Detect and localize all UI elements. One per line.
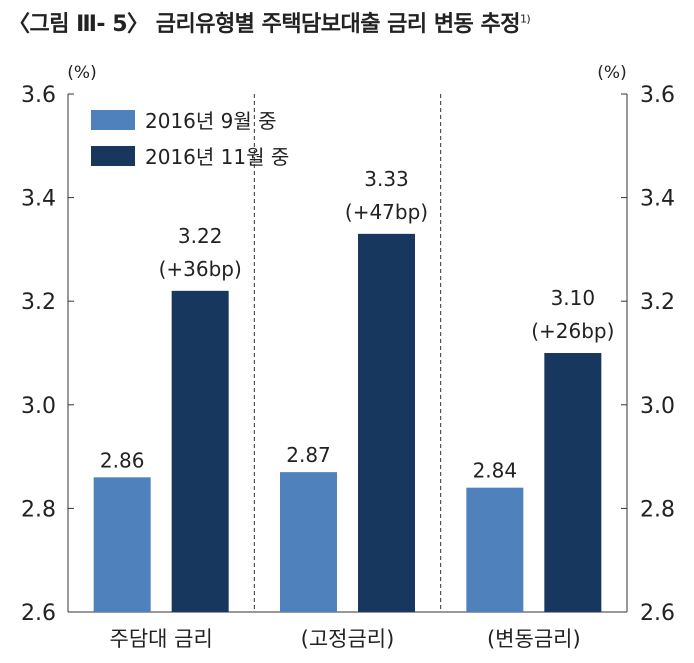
bar bbox=[358, 233, 415, 613]
y-tick-label-left: 3.0 bbox=[21, 394, 56, 419]
y-unit-right: (%) bbox=[597, 63, 626, 83]
bar bbox=[466, 487, 524, 612]
data-sublabel: (+26bp) bbox=[531, 319, 614, 343]
x-tick-label: (변동금리) bbox=[487, 627, 581, 651]
data-label: 3.22 bbox=[178, 224, 223, 248]
data-sublabel: (+47bp) bbox=[345, 200, 428, 224]
legend-label: 2016년 11월 중 bbox=[145, 145, 289, 169]
y-tick-label-left: 3.6 bbox=[21, 83, 56, 108]
y-tick-label-left: 2.6 bbox=[21, 601, 56, 626]
legend-label: 2016년 9월 중 bbox=[145, 109, 277, 133]
figure-number: 〈그림 Ⅲ- 5〉 bbox=[8, 12, 149, 37]
x-tick-label: (고정금리) bbox=[301, 627, 395, 651]
y-tick-label-right: 3.2 bbox=[640, 290, 675, 315]
y-tick-label-right: 3.4 bbox=[640, 187, 675, 212]
data-label: 3.33 bbox=[364, 167, 409, 191]
bar bbox=[93, 477, 151, 612]
y-tick-label-left: 3.4 bbox=[21, 187, 56, 212]
y-tick-label-right: 3.0 bbox=[640, 394, 675, 419]
bar bbox=[544, 353, 602, 612]
data-label: 2.84 bbox=[473, 459, 518, 483]
y-tick-label-left: 3.2 bbox=[21, 290, 56, 315]
data-label: 2.86 bbox=[100, 448, 145, 472]
legend-swatch bbox=[91, 146, 135, 166]
y-tick-label-left: 2.8 bbox=[21, 497, 56, 522]
chart-title: 〈그림 Ⅲ- 5〉 금리유형별 주택담보대출 금리 변동 추정1) bbox=[8, 6, 531, 38]
data-sublabel: (+36bp) bbox=[159, 257, 242, 281]
y-tick-label-right: 2.6 bbox=[640, 601, 675, 626]
x-tick-label: 주담대 금리 bbox=[110, 627, 213, 651]
data-label: 2.87 bbox=[286, 443, 331, 467]
footnote-mark: 1) bbox=[519, 12, 531, 26]
bar bbox=[280, 472, 337, 612]
y-tick-label-right: 3.6 bbox=[640, 83, 675, 108]
title-text: 금리유형별 주택담보대출 금리 변동 추정 bbox=[155, 12, 521, 37]
legend-swatch bbox=[91, 110, 135, 130]
data-label: 3.10 bbox=[551, 286, 596, 310]
y-tick-label-right: 2.8 bbox=[640, 497, 675, 522]
bar bbox=[171, 290, 229, 612]
y-unit-left: (%) bbox=[67, 63, 96, 83]
